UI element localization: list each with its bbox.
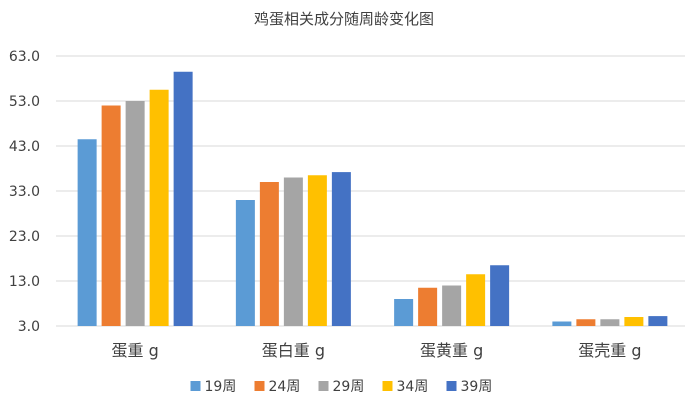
bar <box>173 71 193 326</box>
bar <box>235 200 255 326</box>
x-category-label: 蛋重 g <box>112 341 159 360</box>
legend-label: 39周 <box>461 379 493 395</box>
chart-title: 鸡蛋相关成分随周龄变化图 <box>254 10 434 28</box>
legend-swatch <box>190 381 201 391</box>
bar <box>576 319 596 326</box>
bar <box>77 139 97 326</box>
bars <box>77 71 668 326</box>
legend-label: 24周 <box>269 379 301 395</box>
y-tick-label: 13.0 <box>9 274 40 290</box>
x-category-label: 蛋白重 g <box>262 341 325 360</box>
legend-label: 34周 <box>397 379 429 395</box>
legend-label: 29周 <box>333 379 365 395</box>
y-tick-label: 63.0 <box>9 49 40 65</box>
y-tick-label: 33.0 <box>9 184 40 200</box>
bar <box>283 177 303 326</box>
bar <box>394 299 414 326</box>
bar <box>648 316 668 326</box>
bar <box>331 172 351 326</box>
legend-swatch <box>254 381 265 391</box>
y-tick-label: 3.0 <box>18 319 40 335</box>
y-tick-label: 53.0 <box>9 94 40 110</box>
bar <box>624 317 644 326</box>
y-tick-label: 43.0 <box>9 139 40 155</box>
x-category-label: 蛋壳重 g <box>578 341 641 360</box>
y-axis-ticks: 3.0 13.0 23.0 33.0 43.0 53.0 63.0 <box>9 49 40 335</box>
legend: 19周 24周 29周 34周 39周 <box>190 379 493 395</box>
bar <box>490 265 510 326</box>
bar <box>600 319 620 326</box>
bar <box>149 89 169 326</box>
bar <box>307 175 327 326</box>
bar <box>418 287 438 326</box>
y-tick-label: 23.0 <box>9 229 40 245</box>
bar <box>466 274 486 326</box>
bar <box>125 101 145 326</box>
legend-swatch <box>318 381 329 391</box>
legend-label: 19周 <box>205 379 237 395</box>
x-category-label: 蛋黄重 g <box>420 341 483 360</box>
x-axis-labels: 蛋重 g 蛋白重 g 蛋黄重 g 蛋壳重 g <box>112 341 642 360</box>
bar <box>101 105 121 326</box>
legend-swatch <box>382 381 393 391</box>
bar <box>552 321 572 326</box>
bar <box>442 285 462 326</box>
legend-swatch <box>446 381 457 391</box>
bar <box>259 182 279 326</box>
